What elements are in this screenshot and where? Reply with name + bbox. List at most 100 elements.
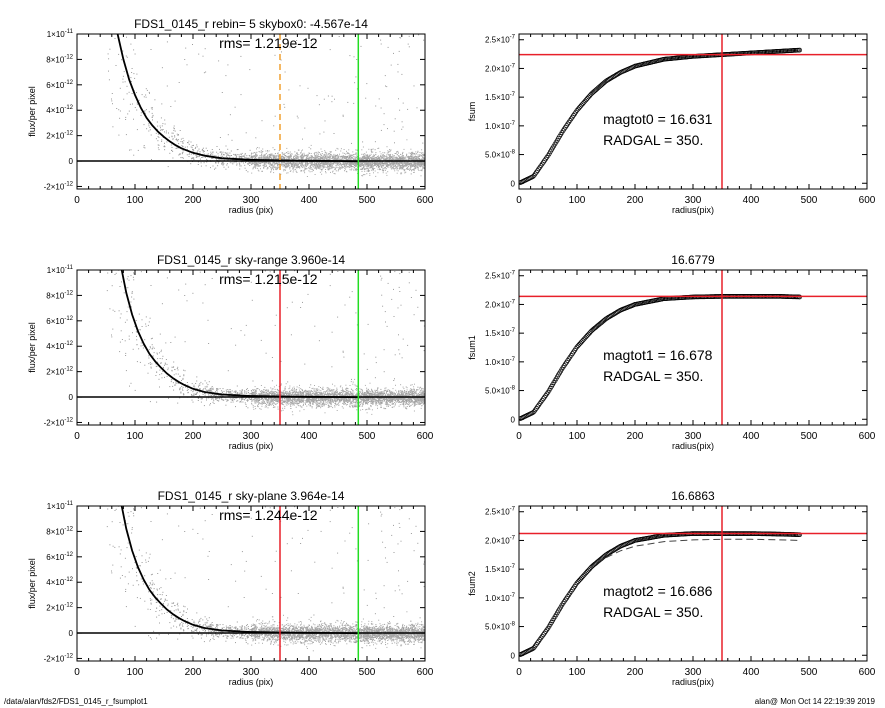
data-point [314, 174, 316, 175]
data-point [264, 163, 266, 165]
data-point [305, 164, 307, 166]
data-point [422, 157, 424, 159]
data-point [411, 164, 413, 166]
data-point [303, 154, 305, 156]
data-point [241, 155, 243, 157]
data-point [365, 159, 367, 161]
data-point [107, 17, 108, 18]
data-point [281, 155, 283, 157]
data-point [402, 102, 404, 104]
data-point [337, 162, 339, 164]
data-point [399, 157, 401, 159]
data-point [285, 165, 287, 167]
data-point [392, 155, 394, 157]
data-point [340, 167, 342, 169]
data-point [270, 163, 272, 165]
data-point [319, 162, 320, 164]
data-point [215, 157, 216, 159]
data-point [405, 157, 407, 159]
data-point [295, 161, 297, 163]
x-tick-label: 100 [569, 195, 586, 206]
data-point [373, 158, 375, 159]
data-point [411, 156, 413, 158]
data-point [379, 162, 381, 164]
data-point [252, 394, 254, 396]
data-point [373, 157, 375, 159]
data-point [359, 159, 361, 161]
data-point [367, 156, 369, 158]
data-point [283, 170, 285, 172]
data-point [298, 166, 300, 168]
data-point [324, 156, 326, 158]
data-point [398, 50, 400, 52]
data-point [240, 165, 242, 167]
data-point [296, 167, 298, 169]
y-tick-label: 2.5×10-7 [485, 35, 516, 45]
data-point [361, 149, 363, 151]
data-point [323, 162, 325, 164]
profile-line [116, 34, 359, 163]
data-point [204, 48, 206, 50]
data-point [161, 139, 163, 141]
data-point [386, 156, 388, 158]
data-point [272, 167, 274, 169]
data-point [115, 272, 117, 274]
data-point [161, 125, 163, 127]
y-tick-label: 6×10-12 [46, 80, 73, 90]
data-point [370, 161, 372, 163]
data-point [275, 167, 277, 169]
data-point [345, 165, 347, 167]
data-point [200, 165, 202, 167]
data-point [287, 159, 289, 161]
data-point [383, 113, 385, 115]
data-point [202, 153, 204, 155]
data-point [251, 156, 253, 158]
data-point [257, 164, 259, 166]
data-point [353, 169, 355, 171]
data-point [294, 154, 296, 156]
data-point [412, 159, 414, 161]
data-point [243, 155, 245, 157]
data-point [268, 156, 270, 158]
data-point [320, 154, 322, 156]
data-point [176, 133, 178, 135]
data-point [370, 151, 372, 152]
data-point [364, 155, 365, 157]
data-point [260, 165, 261, 167]
data-point [343, 157, 345, 159]
data-point [190, 141, 192, 143]
data-point [164, 131, 165, 133]
data-point [411, 156, 413, 157]
data-point [348, 149, 350, 151]
data-point [381, 158, 383, 160]
data-point [232, 163, 234, 165]
data-point [302, 138, 303, 140]
data-point [376, 163, 378, 165]
data-point [364, 163, 365, 165]
data-point [402, 158, 404, 160]
data-point [196, 376, 198, 378]
data-point [406, 391, 408, 392]
data-point [274, 163, 276, 165]
data-point [285, 167, 287, 169]
data-point [128, 110, 130, 112]
data-point [361, 170, 363, 172]
data-point [324, 157, 326, 159]
x-axis-label: radius(pix) [672, 205, 714, 215]
data-point [413, 164, 415, 166]
data-point [297, 157, 298, 159]
chart-panel-1: rms= 1.219e-120 100 200 300 400 500 600radius … [27, 17, 434, 215]
data-point [407, 155, 409, 157]
data-point [108, 79, 110, 81]
data-point [390, 159, 392, 160]
data-point [276, 158, 278, 160]
data-point [317, 165, 319, 167]
data-point [291, 43, 293, 45]
data-point [383, 165, 384, 167]
data-point [379, 168, 381, 170]
data-point [372, 151, 374, 153]
data-point [226, 164, 228, 166]
data-point [192, 150, 194, 152]
data-point [283, 153, 285, 155]
data-point [275, 163, 277, 164]
